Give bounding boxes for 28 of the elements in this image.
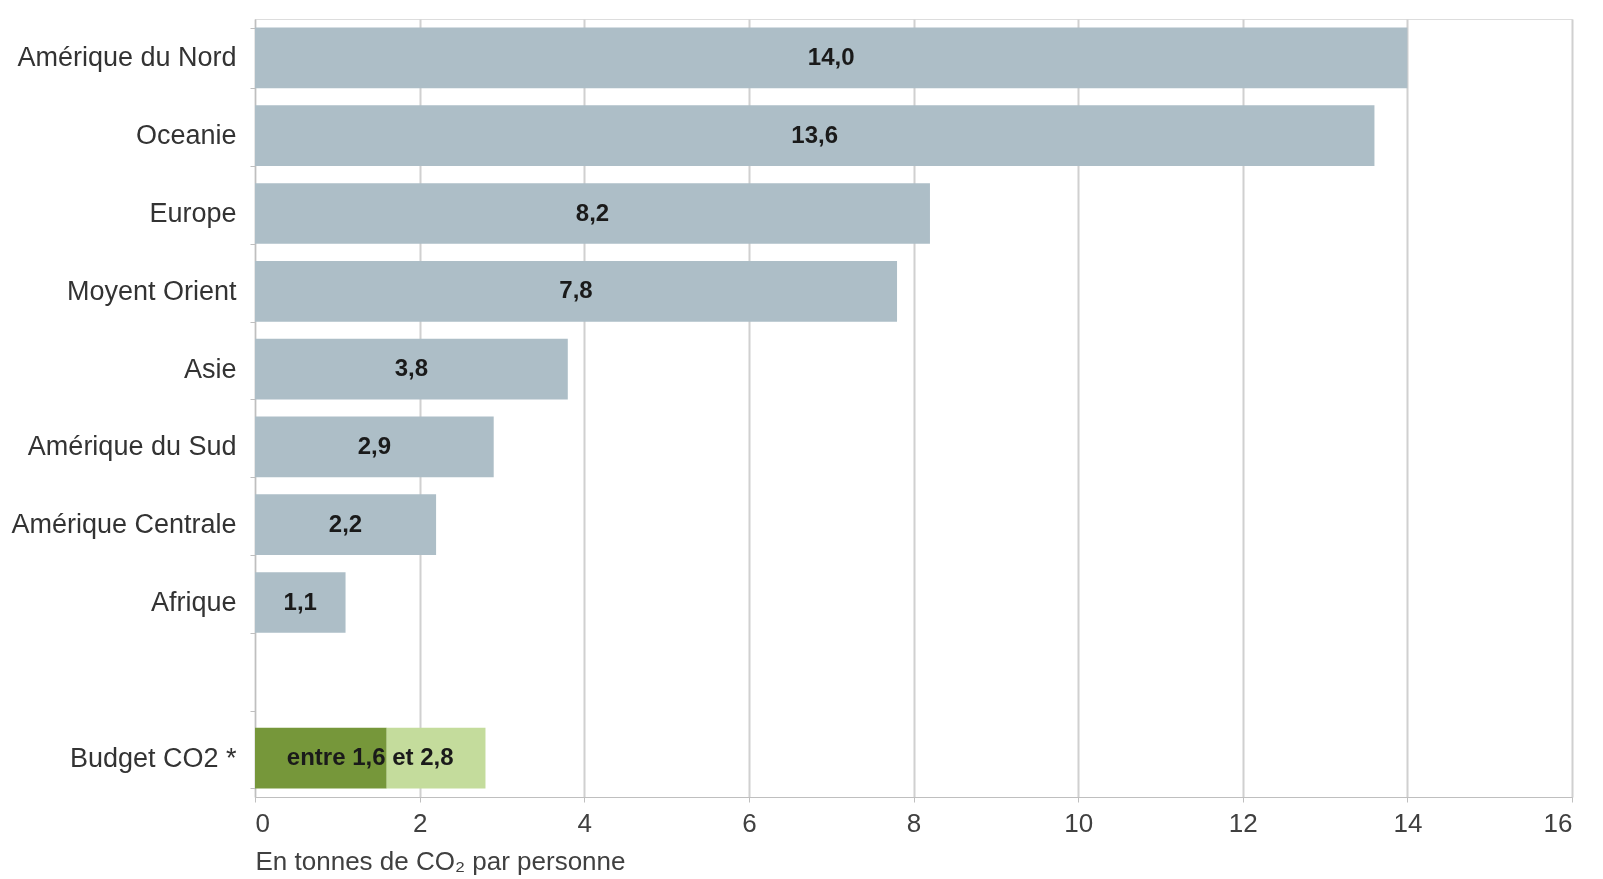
- y-tick-label: Budget CO2 *: [69, 742, 237, 773]
- y-tick-label: Amérique du Nord: [17, 42, 237, 73]
- x-axis-title: En tonnes de CO₂ par personne: [255, 845, 626, 876]
- data-label: 7,8: [559, 276, 593, 304]
- y-tick-label: Oceanie: [135, 120, 237, 151]
- data-label: 8,2: [575, 198, 610, 226]
- x-tick-label: 14: [1393, 807, 1423, 838]
- x-tick-label: 4: [577, 807, 592, 838]
- annotation: entre 1,6 et 2,8: [286, 743, 454, 771]
- y-tick-label: Amérique du Sud: [27, 431, 237, 462]
- x-tick-label: 12: [1228, 807, 1258, 838]
- y-tick-label: Europe: [149, 198, 237, 228]
- x-tick-label: 6: [742, 807, 757, 838]
- y-tick-label: Asie: [183, 353, 237, 384]
- x-tick-label: 0: [255, 807, 270, 838]
- y-tick-label: Amérique Centrale: [11, 509, 237, 540]
- x-tick-label: 16: [1543, 807, 1573, 838]
- y-tick-label: Moyent Orient: [66, 275, 237, 306]
- data-label: 2,2: [328, 509, 363, 537]
- y-tick-label: Afrique: [150, 587, 237, 617]
- data-label: 2,9: [357, 431, 392, 459]
- data-label: 3,8: [394, 354, 429, 382]
- data-label: 1,1: [283, 587, 317, 615]
- x-tick-label: 2: [412, 807, 428, 838]
- x-tick-label: 10: [1064, 807, 1094, 838]
- data-label: 13,6: [791, 120, 839, 148]
- x-tick-label: 8: [906, 807, 922, 838]
- data-label: 14,0: [807, 42, 855, 70]
